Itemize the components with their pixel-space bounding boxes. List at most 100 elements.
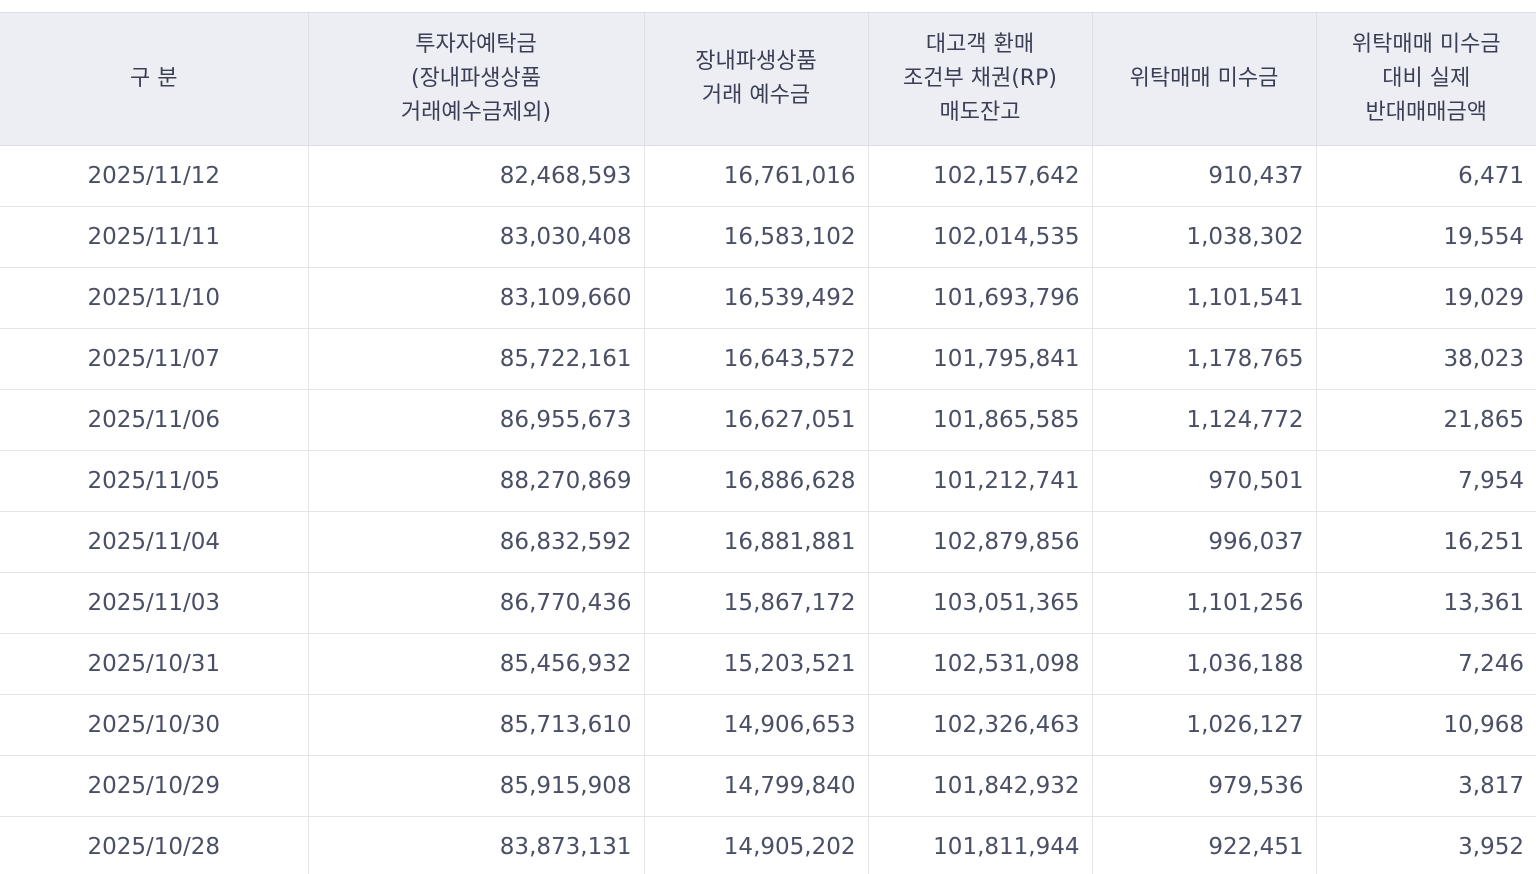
date-cell: 2025/10/30: [0, 695, 308, 756]
date-cell: 2025/11/04: [0, 512, 308, 573]
date-cell: 2025/11/10: [0, 268, 308, 329]
investor-deposits-cell: 88,270,869: [308, 451, 644, 512]
forced-liquidation-cell: 38,023: [1316, 329, 1536, 390]
margin-receivables-cell: 1,026,127: [1092, 695, 1316, 756]
derivatives-deposits-cell: 14,799,840: [644, 756, 868, 817]
date-cell: 2025/11/07: [0, 329, 308, 390]
header-label-line: 대고객 환매: [875, 28, 1086, 62]
forced-liquidation-cell: 19,554: [1316, 207, 1536, 268]
date-cell: 2025/11/03: [0, 573, 308, 634]
rp-balance-cell: 102,157,642: [868, 146, 1092, 207]
margin-receivables-cell: 922,451: [1092, 817, 1316, 874]
investor-deposits-cell: 86,955,673: [308, 390, 644, 451]
investor-deposits-cell: 83,030,408: [308, 207, 644, 268]
derivatives-deposits-cell: 15,203,521: [644, 634, 868, 695]
investor-deposits-cell: 85,915,908: [308, 756, 644, 817]
forced-liquidation-cell: 7,246: [1316, 634, 1536, 695]
rp-balance-cell: 101,865,585: [868, 390, 1092, 451]
header-label-line: 조건부 채권(RP): [875, 62, 1086, 96]
rp-balance-cell: 102,014,535: [868, 207, 1092, 268]
date-cell: 2025/11/06: [0, 390, 308, 451]
investor-deposits-cell: 86,770,436: [308, 573, 644, 634]
investor-deposits-cell: 86,832,592: [308, 512, 644, 573]
date-cell: 2025/11/11: [0, 207, 308, 268]
header-label-line: 대비 실제: [1323, 62, 1531, 96]
margin-receivables-cell: 1,038,302: [1092, 207, 1316, 268]
rp-balance-cell: 102,531,098: [868, 634, 1092, 695]
date-cell: 2025/10/28: [0, 817, 308, 874]
header-label-line: 구 분: [6, 62, 302, 96]
margin-receivables-cell: 996,037: [1092, 512, 1316, 573]
derivatives-deposits-cell: 16,761,016: [644, 146, 868, 207]
rp-balance-cell: 101,693,796: [868, 268, 1092, 329]
header-label-line: 위탁매매 미수금: [1099, 62, 1310, 96]
forced-liquidation-cell: 19,029: [1316, 268, 1536, 329]
header-label-line: 위탁매매 미수금: [1323, 28, 1531, 62]
derivatives-deposits-cell: 16,643,572: [644, 329, 868, 390]
forced-liquidation-cell: 10,968: [1316, 695, 1536, 756]
investor-deposits-cell: 85,722,161: [308, 329, 644, 390]
forced-liquidation-cell: 16,251: [1316, 512, 1536, 573]
forced-liquidation-cell: 13,361: [1316, 573, 1536, 634]
margin-receivables-cell: 1,036,188: [1092, 634, 1316, 695]
header-label-line: 반대매매금액: [1323, 96, 1531, 130]
derivatives-deposits-cell: 16,886,628: [644, 451, 868, 512]
investor-deposits-cell: 85,713,610: [308, 695, 644, 756]
derivatives-deposits-cell: 16,583,102: [644, 207, 868, 268]
date-cell: 2025/10/31: [0, 634, 308, 695]
rp-balance-cell: 102,879,856: [868, 512, 1092, 573]
rp-balance-cell: 101,212,741: [868, 451, 1092, 512]
forced-liquidation-cell: 21,865: [1316, 390, 1536, 451]
rp-balance-cell: 102,326,463: [868, 695, 1092, 756]
derivatives-deposits-cell: 16,881,881: [644, 512, 868, 573]
rp-balance-cell: 101,811,944: [868, 817, 1092, 874]
rp-balance-cell: 101,842,932: [868, 756, 1092, 817]
date-cell: 2025/11/12: [0, 146, 308, 207]
forced-liquidation-cell: 6,471: [1316, 146, 1536, 207]
header-label-line: (장내파생상품: [315, 62, 638, 96]
forced-liquidation-cell: 7,954: [1316, 451, 1536, 512]
forced-liquidation-cell: 3,952: [1316, 817, 1536, 874]
margin-receivables-cell: 979,536: [1092, 756, 1316, 817]
header-label-line: 거래예수금제외): [315, 96, 638, 130]
margin-receivables-cell: 1,178,765: [1092, 329, 1316, 390]
derivatives-deposits-cell: 16,539,492: [644, 268, 868, 329]
margin-receivables-cell: 910,437: [1092, 146, 1316, 207]
rp-balance-cell: 103,051,365: [868, 573, 1092, 634]
forced-liquidation-cell: 3,817: [1316, 756, 1536, 817]
header-label-line: 장내파생상품: [651, 45, 862, 79]
derivatives-deposits-cell: 15,867,172: [644, 573, 868, 634]
margin-receivables-cell: 1,101,541: [1092, 268, 1316, 329]
margin-receivables-cell: 970,501: [1092, 451, 1316, 512]
header-label-line: 매도잔고: [875, 96, 1086, 130]
header-label-line: 거래 예수금: [651, 79, 862, 113]
investor-deposits-cell: 83,109,660: [308, 268, 644, 329]
investor-deposits-cell: 82,468,593: [308, 146, 644, 207]
margin-receivables-cell: 1,124,772: [1092, 390, 1316, 451]
header-label-line: 투자자예탁금: [315, 28, 638, 62]
margin-receivables-cell: 1,101,256: [1092, 573, 1316, 634]
date-cell: 2025/11/05: [0, 451, 308, 512]
column-header-margin-receivables: 위탁매매 미수금: [1092, 13, 1316, 146]
date-cell: 2025/10/29: [0, 756, 308, 817]
